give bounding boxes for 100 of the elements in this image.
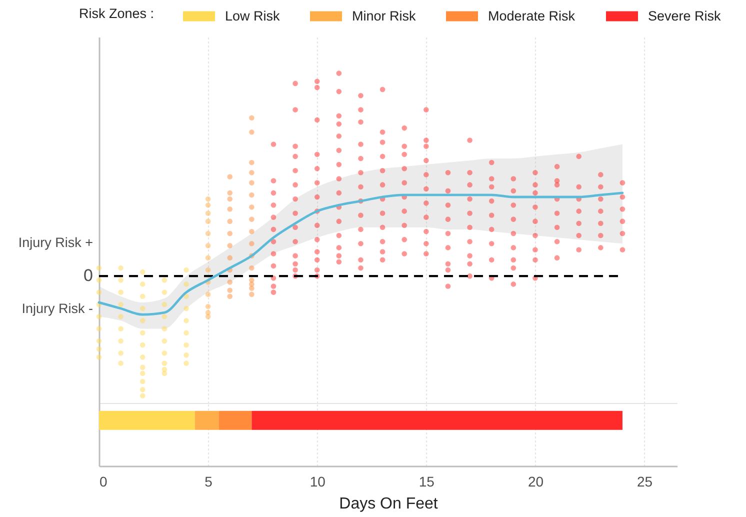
point: [249, 129, 254, 135]
bar: [194, 410, 219, 430]
legend-label: Severe Risk: [648, 8, 722, 24]
point: [249, 115, 254, 121]
point: [184, 352, 189, 358]
point: [140, 306, 146, 312]
point: [118, 314, 124, 320]
point: [205, 243, 211, 248]
point: [140, 378, 146, 384]
point: [162, 350, 168, 356]
point: [118, 360, 124, 366]
point: [227, 196, 233, 202]
point: [96, 346, 102, 352]
point: [162, 338, 168, 344]
point: [205, 210, 211, 216]
point: [140, 364, 146, 370]
point: [249, 180, 254, 186]
point: [140, 354, 146, 360]
point: [162, 302, 168, 308]
point: [227, 174, 233, 180]
point: [249, 216, 254, 222]
point: [96, 354, 102, 360]
point: [227, 243, 233, 248]
point: [96, 338, 102, 344]
ref-line-label: 0: [84, 266, 93, 286]
point: [140, 330, 146, 336]
point: [184, 318, 189, 324]
point: [205, 292, 211, 297]
point: [227, 230, 233, 236]
point: [249, 240, 254, 246]
bar: [218, 410, 252, 430]
point: [184, 342, 189, 348]
point: [162, 314, 168, 320]
point: [249, 228, 254, 234]
point: [249, 192, 254, 198]
x-tick-label: 0: [100, 474, 108, 490]
point: [140, 294, 146, 299]
point: [96, 314, 102, 320]
point: [227, 288, 233, 293]
x-tick-label: 15: [418, 474, 435, 490]
point: [184, 306, 189, 312]
point: [227, 280, 233, 285]
bar: [99, 410, 195, 430]
point: [162, 326, 168, 332]
point: [249, 265, 254, 271]
point: [140, 318, 146, 324]
legend-label: Moderate Risk: [488, 8, 576, 24]
point: [96, 326, 102, 332]
point: [227, 206, 233, 212]
text: Injury Risk -: [22, 301, 93, 316]
legend-label: Low Risk: [225, 8, 280, 24]
point: [205, 314, 211, 320]
point: [140, 370, 146, 376]
point: [118, 290, 124, 295]
point: [162, 360, 168, 366]
x-tick-label: 25: [636, 474, 653, 490]
point: [118, 326, 124, 332]
point: [118, 265, 124, 271]
point: [118, 350, 124, 356]
x-axis-title: Days On Feet: [339, 496, 438, 512]
x-tick-label: 5: [204, 474, 213, 490]
point: [205, 255, 211, 260]
point: [205, 202, 211, 208]
point: [249, 204, 254, 210]
x-tick-label: 10: [310, 474, 326, 490]
point: [118, 338, 124, 344]
point: [118, 302, 124, 308]
point: [140, 393, 146, 398]
point: [140, 282, 146, 287]
point: [140, 386, 146, 392]
bar: [252, 410, 622, 430]
point: [205, 196, 211, 202]
point: [184, 330, 189, 336]
point: [96, 290, 102, 295]
point: [205, 304, 211, 310]
legend-label: Minor Risk: [352, 8, 416, 24]
point: [227, 294, 233, 299]
point: [184, 267, 189, 273]
point: [184, 282, 189, 287]
point: [162, 277, 168, 283]
point: [249, 292, 254, 297]
point: [205, 218, 211, 224]
point: [249, 286, 254, 291]
point: [249, 170, 254, 176]
point: [227, 218, 233, 224]
point: [118, 277, 124, 283]
point: [227, 255, 233, 260]
point: [227, 190, 233, 196]
point: [249, 160, 254, 166]
legend-title: Risk Zones :: [79, 6, 154, 21]
point: [96, 265, 102, 271]
point: [162, 290, 168, 295]
point: [140, 269, 146, 275]
point: [96, 277, 102, 283]
point: [140, 342, 146, 348]
point: [184, 360, 189, 366]
x-tick-label: 20: [528, 474, 544, 490]
point: [205, 230, 211, 236]
point: [162, 370, 168, 376]
text: Injury Risk +: [18, 235, 94, 250]
